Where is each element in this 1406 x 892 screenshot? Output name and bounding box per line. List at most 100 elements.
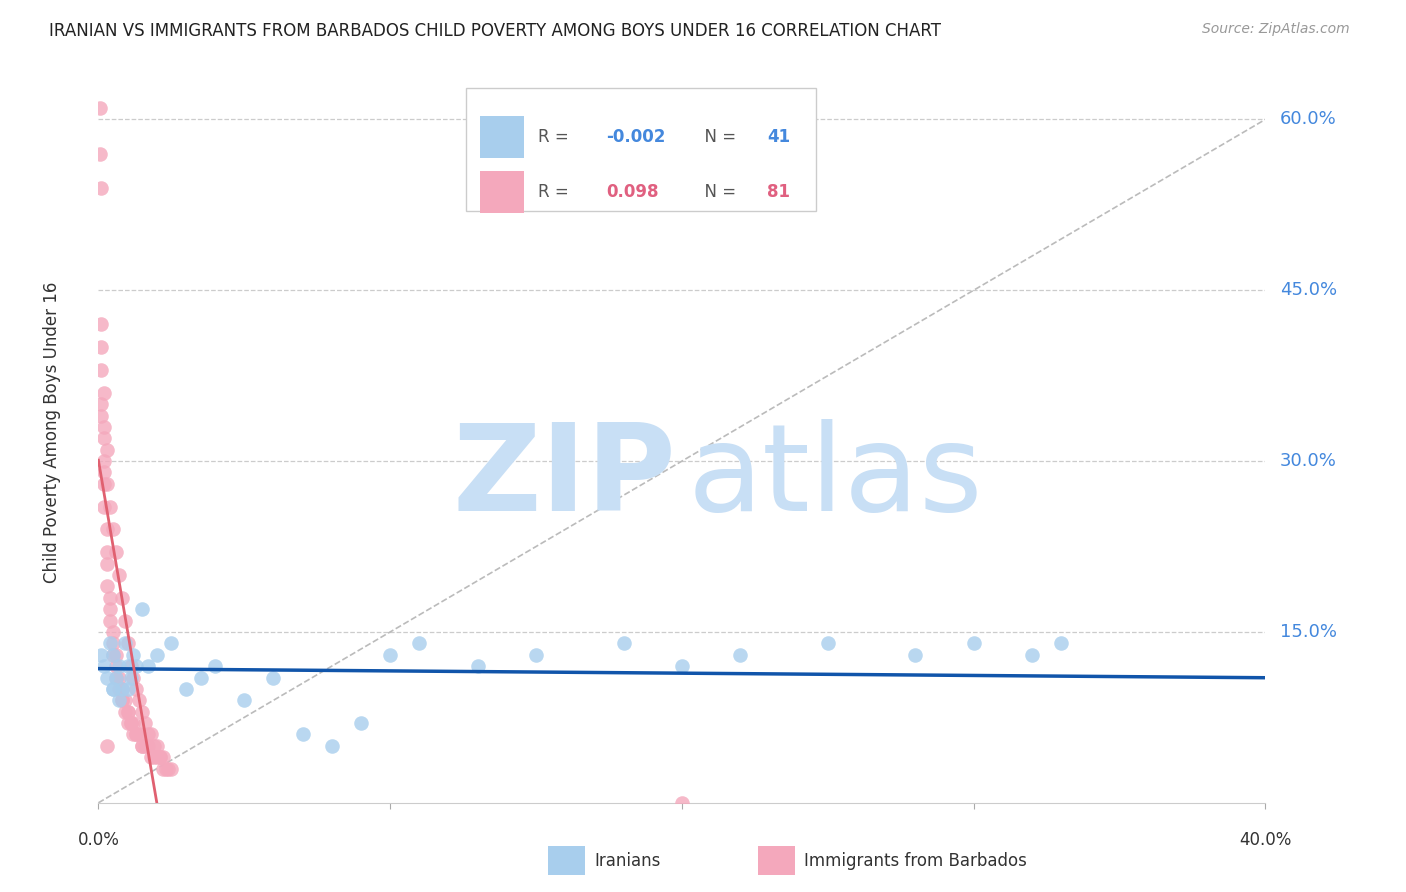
- Point: [131, 705, 153, 719]
- Point: [125, 659, 148, 673]
- Point: [90, 340, 112, 354]
- Point: [131, 602, 153, 616]
- Point: [120, 716, 142, 731]
- Point: [104, 545, 127, 559]
- Point: [160, 762, 183, 776]
- Point: [96, 557, 118, 571]
- Point: [524, 648, 547, 662]
- Point: [117, 705, 139, 719]
- Point: [962, 636, 984, 650]
- Point: [125, 727, 148, 741]
- Point: [155, 762, 177, 776]
- Point: [108, 568, 131, 582]
- Point: [90, 409, 112, 423]
- Point: [104, 659, 127, 673]
- Point: [89, 146, 111, 161]
- Text: 30.0%: 30.0%: [1279, 452, 1337, 470]
- Point: [101, 624, 124, 639]
- Text: 40.0%: 40.0%: [1239, 831, 1292, 849]
- Point: [108, 693, 131, 707]
- Point: [117, 636, 139, 650]
- Point: [101, 681, 124, 696]
- Point: [93, 466, 115, 480]
- Text: Iranians: Iranians: [595, 852, 661, 870]
- Point: [93, 385, 115, 400]
- Point: [108, 681, 131, 696]
- Bar: [479, 171, 524, 213]
- Point: [174, 681, 197, 696]
- Bar: [479, 117, 524, 158]
- Point: [101, 681, 124, 696]
- Text: ZIP: ZIP: [453, 418, 676, 535]
- Point: [96, 739, 118, 753]
- Point: [612, 636, 634, 650]
- Point: [817, 636, 839, 650]
- Point: [111, 681, 134, 696]
- Text: N =: N =: [693, 128, 741, 146]
- Point: [111, 681, 134, 696]
- Point: [146, 648, 169, 662]
- Point: [89, 101, 111, 115]
- Text: N =: N =: [693, 183, 741, 202]
- Point: [93, 454, 115, 468]
- Point: [108, 671, 131, 685]
- Point: [157, 762, 180, 776]
- Text: 0.098: 0.098: [606, 183, 658, 202]
- Point: [136, 739, 159, 753]
- Point: [408, 636, 430, 650]
- Point: [90, 318, 112, 332]
- Point: [136, 727, 159, 741]
- Point: [233, 693, 256, 707]
- Point: [190, 671, 212, 685]
- Text: 41: 41: [768, 128, 790, 146]
- Text: R =: R =: [538, 183, 575, 202]
- Point: [90, 397, 112, 411]
- Point: [671, 659, 693, 673]
- Text: Immigrants from Barbados: Immigrants from Barbados: [804, 852, 1028, 870]
- Point: [122, 671, 145, 685]
- Text: R =: R =: [538, 128, 575, 146]
- Text: IRANIAN VS IMMIGRANTS FROM BARBADOS CHILD POVERTY AMONG BOYS UNDER 16 CORRELATIO: IRANIAN VS IMMIGRANTS FROM BARBADOS CHIL…: [49, 22, 941, 40]
- Point: [262, 671, 284, 685]
- Point: [142, 739, 165, 753]
- Point: [146, 739, 169, 753]
- Point: [114, 693, 136, 707]
- Text: 15.0%: 15.0%: [1279, 623, 1337, 641]
- Point: [101, 636, 124, 650]
- Point: [730, 648, 752, 662]
- Point: [120, 671, 142, 685]
- Point: [117, 681, 139, 696]
- Point: [321, 739, 343, 753]
- Point: [125, 681, 148, 696]
- Point: [142, 750, 165, 764]
- Point: [101, 523, 124, 537]
- Point: [98, 636, 121, 650]
- Point: [120, 716, 142, 731]
- Point: [93, 500, 115, 514]
- Point: [204, 659, 226, 673]
- Point: [93, 659, 115, 673]
- Point: [291, 727, 314, 741]
- Point: [131, 739, 153, 753]
- Text: -0.002: -0.002: [606, 128, 665, 146]
- Point: [93, 420, 115, 434]
- Point: [101, 648, 124, 662]
- Point: [134, 716, 156, 731]
- Point: [904, 648, 927, 662]
- Point: [1050, 636, 1073, 650]
- Point: [104, 671, 127, 685]
- Point: [114, 614, 136, 628]
- Point: [111, 693, 134, 707]
- Point: [350, 716, 373, 731]
- Point: [139, 727, 162, 741]
- Point: [108, 659, 131, 673]
- Point: [104, 671, 127, 685]
- Point: [136, 659, 159, 673]
- Point: [114, 636, 136, 650]
- Point: [114, 705, 136, 719]
- Point: [128, 727, 150, 741]
- Point: [671, 796, 693, 810]
- Point: [98, 500, 121, 514]
- Point: [467, 659, 489, 673]
- Text: 81: 81: [768, 183, 790, 202]
